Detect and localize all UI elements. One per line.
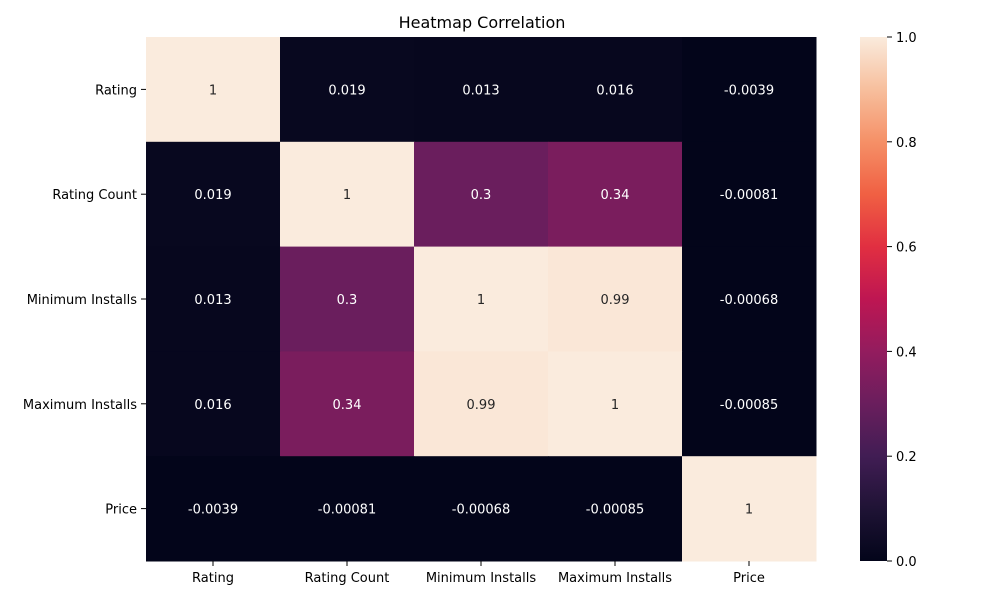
y-tick-label: Rating: [95, 83, 137, 98]
heatmap-cell: [280, 141, 415, 248]
heatmap-cell: [682, 246, 817, 352]
cell-value-label: 1: [745, 503, 753, 518]
colorbar-tick-label: 0.4: [896, 345, 917, 360]
cell-value-label: 0.019: [194, 188, 231, 203]
heatmap-cell: [682, 456, 817, 562]
cell-value-label: 0.3: [337, 293, 358, 308]
heatmap-cell: [146, 37, 281, 143]
y-axis: Rating Rating Count Minimum Installs Maximu…: [23, 83, 146, 518]
heatmap-cell: [414, 456, 549, 562]
heatmap-cell: [414, 351, 549, 457]
y-tick-label: Price: [105, 503, 137, 518]
heatmap-cell: [146, 351, 281, 457]
cell-value-label: -0.0039: [724, 83, 774, 98]
heatmap-cell: [682, 141, 817, 248]
cell-value-label: -0.00081: [318, 503, 376, 518]
cell-value-label: -0.00085: [586, 503, 644, 518]
heatmap-cell: [280, 246, 415, 352]
cell-value-label: 0.013: [462, 83, 499, 98]
heatmap-cell: [548, 351, 683, 457]
heatmap-cell: [146, 456, 281, 562]
heatmap-cell: [280, 351, 415, 457]
heatmap-cell: [414, 141, 549, 248]
heatmap-cell: [548, 246, 683, 352]
cell-value-label: 0.34: [601, 188, 630, 203]
chart-title: Heatmap Correlation: [399, 13, 566, 32]
colorbar-gradient: [860, 37, 887, 561]
heatmap-cell: [682, 37, 817, 143]
heatmap-cell: [280, 37, 415, 143]
heatmap-cells: [146, 37, 817, 562]
heatmap-cell: [146, 141, 281, 248]
y-tick-label: Rating Count: [52, 188, 137, 203]
x-tick-label: Maximum Installs: [558, 571, 672, 586]
cell-value-label: -0.00068: [720, 293, 778, 308]
colorbar-tick-label: 0.2: [896, 450, 917, 465]
x-tick-label: Rating: [192, 571, 234, 586]
cell-value-label: -0.00081: [720, 188, 778, 203]
heatmap-cell: [548, 37, 683, 143]
cell-value-label: 0.99: [467, 398, 496, 413]
x-tick-label: Minimum Installs: [426, 571, 537, 586]
colorbar-tick-label: 0.0: [896, 555, 917, 570]
cell-value-label: 1: [209, 83, 217, 98]
heatmap-cell: [146, 246, 281, 352]
x-tick-label: Price: [733, 571, 765, 586]
cell-value-label: -0.00085: [720, 398, 778, 413]
heatmap-cell: [414, 246, 549, 352]
cell-value-label: 0.016: [194, 398, 231, 413]
heatmap-cell: [280, 456, 415, 562]
colorbar-tick-label: 1.0: [896, 31, 917, 46]
cell-value-label: 1: [343, 188, 351, 203]
cell-value-label: 0.016: [596, 83, 633, 98]
x-tick-label: Rating Count: [305, 571, 390, 586]
cell-value-label: 1: [477, 293, 485, 308]
cell-value-label: -0.0039: [188, 503, 238, 518]
heatmap-cell-labels: 1 0.019 0.013 0.016 -0.0039 0.019 1 0.3 0.34 -0.0…: [188, 83, 778, 517]
heatmap-cell: [414, 37, 549, 143]
cell-value-label: 0.3: [471, 188, 492, 203]
cell-value-label: 0.019: [328, 83, 365, 98]
y-tick-label: Minimum Installs: [27, 293, 138, 308]
cell-value-label: 0.34: [333, 398, 362, 413]
colorbar: 0.0 0.2 0.4 0.6 0.8 1.0: [860, 31, 917, 570]
cell-value-label: -0.00068: [452, 503, 510, 518]
heatmap-cell: [548, 141, 683, 248]
colorbar-tick-label: 0.8: [896, 136, 917, 151]
x-axis: Rating Rating Count Minimum Installs Maximu…: [192, 561, 765, 586]
colorbar-tick-label: 0.6: [896, 241, 917, 256]
cell-value-label: 0.99: [601, 293, 630, 308]
y-tick-label: Maximum Installs: [23, 398, 137, 413]
heatmap-cell: [682, 351, 817, 457]
cell-value-label: 0.013: [194, 293, 231, 308]
cell-value-label: 1: [611, 398, 619, 413]
heatmap-cell: [548, 456, 683, 562]
